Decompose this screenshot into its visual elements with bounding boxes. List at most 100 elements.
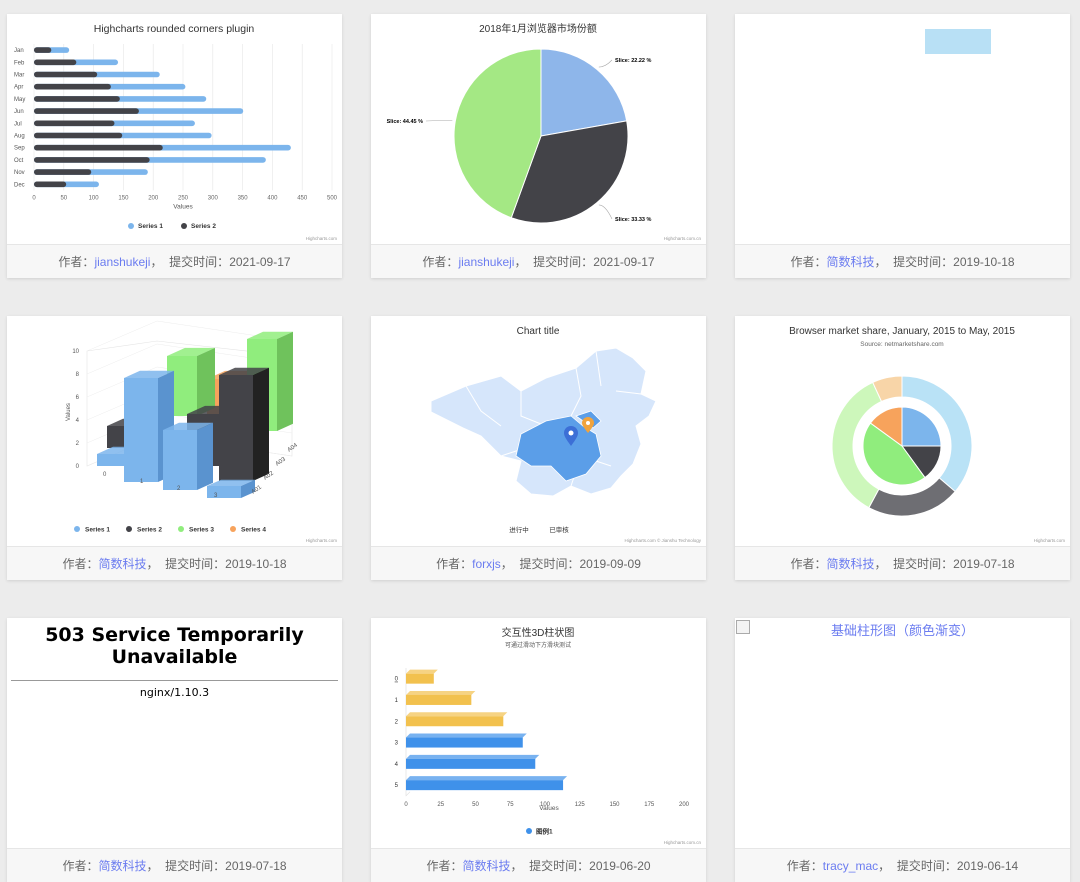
credits: Highcharts.com.cn xyxy=(664,840,702,845)
broken-image: 基础柱形图（颜色渐变） xyxy=(735,618,1070,639)
author-link[interactable]: forxjs xyxy=(472,557,501,571)
author-label: 作者： xyxy=(790,255,827,269)
map-pin-dot xyxy=(568,430,574,436)
separator: ， xyxy=(150,255,163,269)
column-series-2-front xyxy=(219,375,253,481)
chart-thumbnail[interactable]: Highcharts rounded corners plugin 0 50 100 1… xyxy=(7,14,342,244)
card-3d-bar[interactable]: 交互性3D柱状图 可通过滑动下方滑块测试 0 25 50 75 100 125 150 175 20… xyxy=(371,618,706,882)
credits: Highcharts.com © Jianshu Technology xyxy=(624,537,701,543)
bar-series-2 xyxy=(34,71,98,78)
chart-title: Browser market share, January, 2015 to M… xyxy=(789,326,1015,337)
data-label: Slice: 33.33 % xyxy=(615,217,651,223)
y-tick-label: 3 xyxy=(395,741,399,747)
time-label: 提交时间： xyxy=(896,859,957,873)
chart-thumbnail[interactable]: 基础柱形图（颜色渐变） xyxy=(735,618,1070,848)
card-blank[interactable]: 作者：简数科技， 提交时间：2019-10-18 xyxy=(735,14,1070,278)
chart-thumbnail[interactable] xyxy=(735,14,1070,244)
card-3d-column[interactable]: 0 2 4 6 8 10 Values 0 1 2 3 A01 A02 A03 A04 Series 1 Ser… xyxy=(7,316,342,580)
author-link[interactable]: 简数科技 xyxy=(462,859,511,873)
y-tick-label: 8 xyxy=(76,372,80,378)
author-label: 作者： xyxy=(58,255,95,269)
bar xyxy=(406,780,564,791)
data-label: Slice: 44.45 % xyxy=(387,119,423,125)
credits: Highcharts.com xyxy=(306,538,338,543)
column-series-1-front xyxy=(97,454,131,466)
axis-frame xyxy=(405,668,411,797)
chart-thumbnail[interactable]: 503 Service Temporarily Unavailable ngin… xyxy=(7,618,342,848)
author-link[interactable]: jianshukeji xyxy=(458,255,515,269)
author-link[interactable]: 简数科技 xyxy=(98,859,147,873)
submit-date: 2019-07-18 xyxy=(225,859,287,873)
time-label: 提交时间： xyxy=(893,255,954,269)
card-china-map[interactable]: Chart title 进行中 已审核 Highcharts.com © Jiansh… xyxy=(371,316,706,580)
author-label: 作者： xyxy=(790,557,827,571)
card-gradient-column[interactable]: 基础柱形图（颜色渐变） 作者：tracy_mac， 提交时间：2019-06-1… xyxy=(735,618,1070,882)
map-pin xyxy=(564,426,578,446)
y-tick-label: 6 xyxy=(76,395,80,401)
x-tick-label: 0 xyxy=(32,195,36,201)
y-tick-label: Sep xyxy=(14,146,25,152)
x-tick-label: 200 xyxy=(148,195,159,201)
map-province-border xyxy=(465,385,502,427)
map-region-highlight xyxy=(515,415,602,482)
x-axis-label: Values xyxy=(539,805,559,812)
submit-date: 2021-09-17 xyxy=(593,255,655,269)
chart-thumbnail[interactable]: Browser market share, January, 2015 to M… xyxy=(735,316,1070,546)
donut-inner-slice xyxy=(901,406,942,447)
legend-marker xyxy=(526,828,532,834)
x-tick-label: 125 xyxy=(575,802,586,808)
author-link[interactable]: 简数科技 xyxy=(98,557,147,571)
x-tick-label: 1 xyxy=(140,479,144,485)
author-link[interactable]: jianshukeji xyxy=(94,255,151,269)
chart-thumbnail[interactable]: Chart title 进行中 已审核 Highcharts.com © Jiansh… xyxy=(371,316,706,546)
bar-top xyxy=(406,669,438,674)
z-tick-label: A01 xyxy=(251,484,264,495)
chart-title: Chart title xyxy=(517,326,560,337)
column-series-3-side xyxy=(277,331,293,431)
map-province-border xyxy=(615,390,642,395)
map-province-border xyxy=(595,350,602,387)
bar xyxy=(406,673,434,684)
card-donut[interactable]: Browser market share, January, 2015 to M… xyxy=(735,316,1070,580)
chart-subtitle: Source: netmarketshare.com xyxy=(860,341,943,348)
bar-series-2 xyxy=(34,132,123,139)
y-tick-label: Apr xyxy=(14,85,23,91)
z-tick-label: A04 xyxy=(287,442,300,453)
chart-title: Highcharts rounded corners plugin xyxy=(94,23,255,35)
card-meta: 作者：jianshukeji， 提交时间：2021-09-17 xyxy=(7,244,342,278)
legend-marker xyxy=(126,526,132,532)
pie-chart: 2018年1月浏览器市场份额 Slice: 22.22 % Slice: 33.33… xyxy=(387,22,702,241)
legend-label: Series 1 xyxy=(85,527,110,534)
card-rounded-corners[interactable]: Highcharts rounded corners plugin 0 50 100 1… xyxy=(7,14,342,278)
y-tick-label: Jun xyxy=(14,109,24,115)
card-error[interactable]: 503 Service Temporarily Unavailable ngin… xyxy=(7,618,342,882)
x-tick-label: 75 xyxy=(507,802,514,808)
chart-thumbnail[interactable]: 交互性3D柱状图 可通过滑动下方滑块测试 0 25 50 75 100 125 150 175 20… xyxy=(371,618,706,848)
credits: Highcharts.com xyxy=(1034,538,1066,543)
chart-thumbnail[interactable]: 2018年1月浏览器市场份额 Slice: 22.22 % Slice: 33.33… xyxy=(371,14,706,244)
legend-marker xyxy=(230,526,236,532)
x-tick-label: 3 xyxy=(214,493,218,499)
x-tick-label: 100 xyxy=(89,195,100,201)
bar-series-2 xyxy=(34,181,67,188)
pie-slice xyxy=(510,120,629,224)
bar-series-2 xyxy=(34,169,92,175)
y-tick-label: 0 xyxy=(76,464,80,470)
author-link[interactable]: 简数科技 xyxy=(826,255,875,269)
x-tick-label: 25 xyxy=(437,802,444,808)
author-link[interactable]: tracy_mac xyxy=(822,859,879,873)
author-label: 作者： xyxy=(62,859,99,873)
author-link[interactable]: 简数科技 xyxy=(826,557,875,571)
chart-thumbnail[interactable]: 0 2 4 6 8 10 Values 0 1 2 3 A01 A02 A03 A04 Series 1 Ser… xyxy=(7,316,342,546)
separator: ， xyxy=(874,255,887,269)
author-label: 作者： xyxy=(426,859,463,873)
x-tick-label: 500 xyxy=(327,195,338,201)
submit-date: 2019-09-09 xyxy=(579,557,641,571)
card-browser-pie[interactable]: 2018年1月浏览器市场份额 Slice: 22.22 % Slice: 33.33… xyxy=(371,14,706,278)
submit-date: 2019-06-14 xyxy=(956,859,1019,873)
x-tick-label: 175 xyxy=(644,802,655,808)
divider xyxy=(11,680,338,681)
y-tick-label: Dec xyxy=(14,182,25,188)
column-series-2-top xyxy=(219,367,269,375)
card-meta: 作者：简数科技， 提交时间：2019-06-20 xyxy=(371,848,706,882)
